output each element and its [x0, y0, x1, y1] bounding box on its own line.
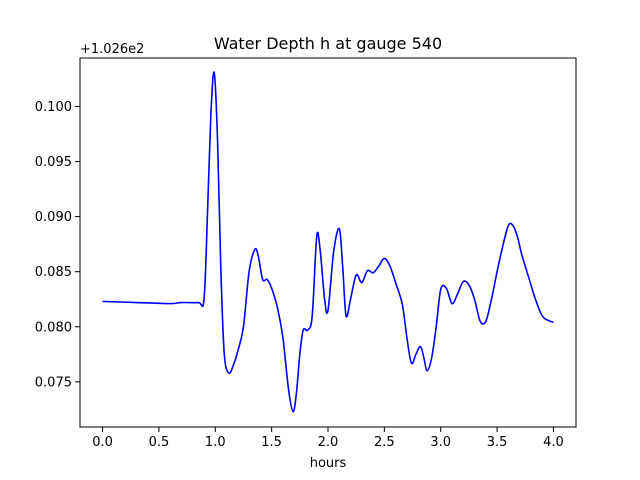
series-line-0	[102, 71, 554, 413]
x-tick-label: 0.0	[92, 435, 113, 450]
y-tick-label: 0.100	[35, 100, 72, 115]
x-tick-label: 2.0	[318, 435, 339, 450]
x-tick-label: 3.5	[487, 435, 508, 450]
x-tick-label: 1.5	[261, 435, 282, 450]
x-axis: 0.0 0.5 1.0 1.5 2.0 2.5 3.0 3.5 4.0	[92, 427, 564, 450]
y-offset-label: +1.026e2	[80, 42, 144, 57]
y-tick-label: 0.095	[35, 155, 72, 170]
x-tick-label: 3.0	[430, 435, 451, 450]
y-tick-label: 0.080	[35, 320, 72, 335]
chart-title: Water Depth h at gauge 540	[214, 34, 442, 53]
y-tick-label: 0.085	[35, 265, 72, 280]
y-tick-label: 0.075	[35, 375, 72, 390]
y-axis: 0.075 0.080 0.085 0.090 0.095 0.100	[35, 100, 80, 390]
x-tick-label: 4.0	[543, 435, 564, 450]
x-tick-label: 0.5	[149, 435, 170, 450]
x-tick-label: 2.5	[374, 435, 395, 450]
plot-area	[102, 71, 554, 413]
y-tick-label: 0.090	[35, 210, 72, 225]
x-axis-label: hours	[310, 456, 347, 471]
x-tick-label: 1.0	[205, 435, 226, 450]
plot-frame	[79, 57, 577, 428]
